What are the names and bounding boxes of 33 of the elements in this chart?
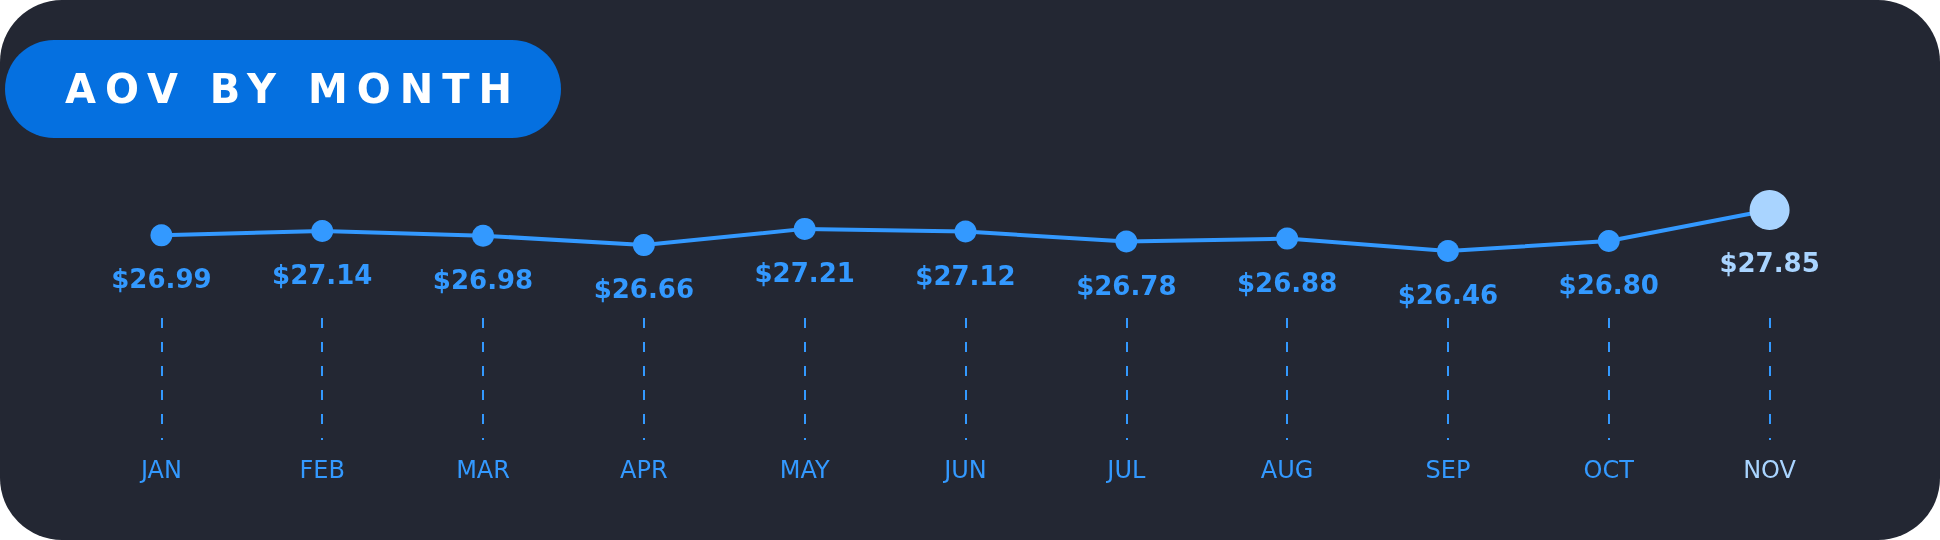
point [150,224,173,247]
point [311,219,334,242]
data-label: $26.78 [1076,270,1177,301]
data-label: $27.12 [915,260,1016,291]
point [1597,229,1620,252]
data-label: $27.21 [754,257,855,288]
point [1436,240,1459,262]
point [954,220,977,243]
data-label: $26.98 [432,264,534,295]
x-tick-label: AUG [1260,456,1314,484]
data-label: $26.99 [111,264,212,295]
point [632,234,655,257]
point [793,217,816,240]
x-tick-label: JUL [1105,456,1146,484]
x-tick-label: JUN [942,456,987,484]
point [1115,230,1138,253]
data-label: $26.80 [1558,269,1659,300]
data-label: $27.85 [1719,248,1820,278]
data-label: $27.14 [272,259,373,290]
point [1276,227,1299,250]
data-label: $26.88 [1236,267,1338,298]
x-tick-label: MAR [456,456,510,484]
x-tick-label: APR [620,456,668,484]
data-label: $26.46 [1397,280,1499,310]
x-tick-label: OCT [1583,456,1635,484]
chart-title: AOV BY MONTH [5,40,562,138]
x-tick-label: SEP [1425,456,1471,484]
point [472,224,495,247]
x-tick-label: NOV [1743,456,1797,484]
x-tick-label: FEB [299,456,345,484]
x-tick-label: MAY [779,456,830,484]
data-label: $26.66 [593,274,695,305]
x-tick-label: JAN [138,456,182,484]
